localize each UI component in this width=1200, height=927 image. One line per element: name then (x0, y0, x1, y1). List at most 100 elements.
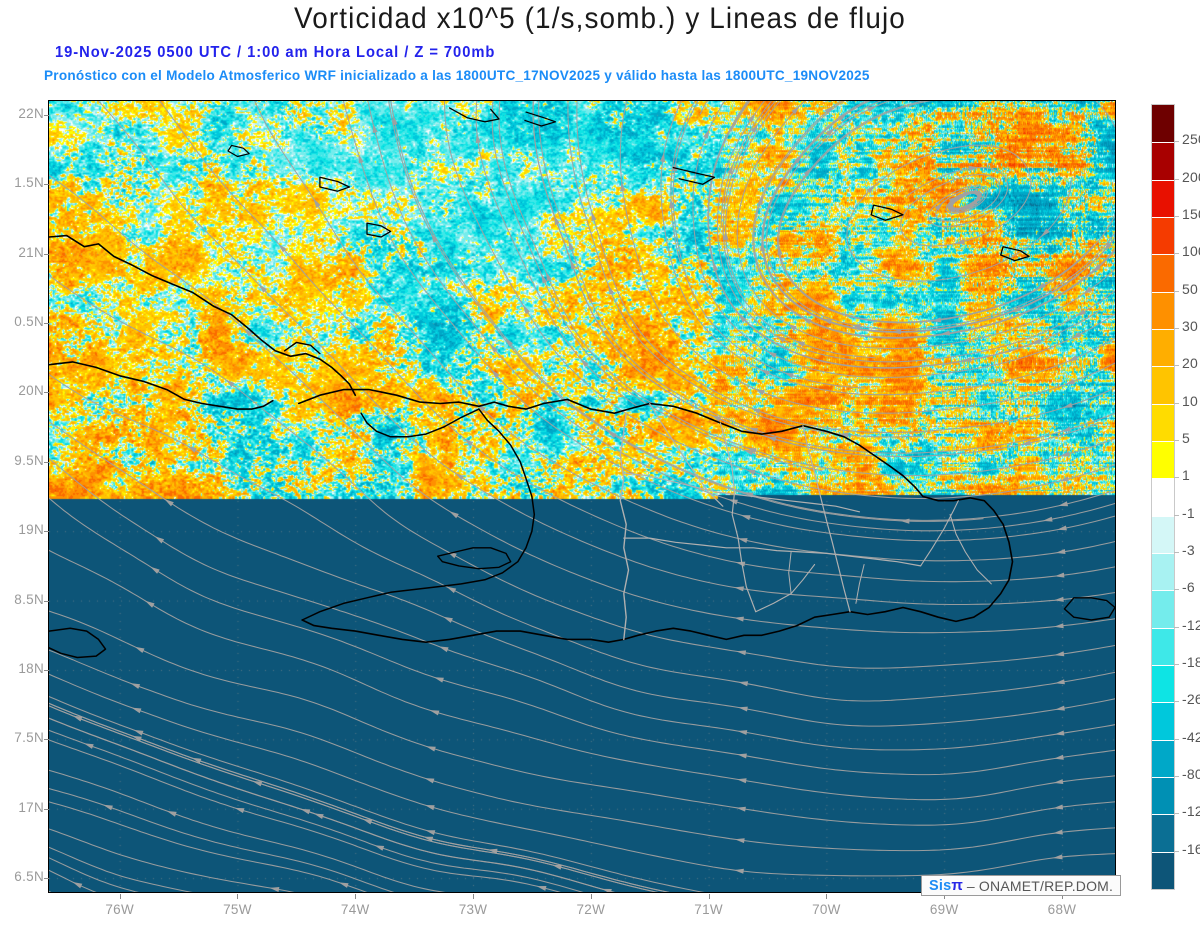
streamline-arrowhead (961, 357, 972, 362)
streamline (49, 458, 1115, 751)
coastline-path (672, 166, 716, 185)
streamline-arrowhead (737, 753, 747, 759)
colorbar-tick-mark (1174, 738, 1179, 740)
x-axis-tick-label: 74W (340, 902, 370, 917)
streamline-arrowhead (541, 273, 548, 284)
streamline-arrowhead (734, 586, 744, 592)
streamline-arrowhead (711, 415, 722, 422)
coastline-path (49, 361, 274, 410)
colorbar-tick-label: -42 (1182, 728, 1200, 745)
streamline-arrowhead (795, 340, 806, 347)
streamline (532, 101, 848, 454)
streamline (254, 101, 1115, 562)
coastline-path (301, 408, 536, 621)
colorbar-tick-mark (1174, 328, 1179, 329)
streamline (49, 174, 1115, 634)
streamline-arrowhead (743, 449, 754, 456)
colorbar-band (1152, 254, 1174, 293)
streamline-arrowhead (164, 499, 174, 507)
colorbar-tick-mark (1174, 178, 1179, 180)
attribution-badge: Sis π – ONAMET/REP.DOM. (921, 875, 1122, 896)
x-axis-tick-mark (473, 894, 475, 899)
streamline-arrowhead (425, 746, 436, 752)
streamline-arrowhead (608, 285, 615, 295)
streamline-arrowhead (372, 123, 378, 134)
coastline-path (870, 204, 904, 221)
streamline-arrowhead (130, 683, 141, 689)
streamline-arrowhead (803, 167, 812, 177)
streamline (49, 739, 561, 892)
administrative-border-path (802, 425, 851, 613)
y-axis-tick-mark (44, 461, 49, 463)
coastline-path (1000, 246, 1030, 262)
streamline (753, 101, 1115, 339)
streamline-arrowhead (103, 804, 113, 811)
page-title: Vorticidad x10^5 (1/s,somb.) y Lineas de… (294, 2, 906, 35)
streamline-arrowhead (791, 105, 800, 115)
x-axis-tick-mark (590, 894, 592, 899)
streamline (159, 101, 1115, 583)
streamline-arrowhead (243, 328, 253, 337)
colorbar-band-divider (1152, 217, 1174, 218)
streamline-arrowhead (83, 743, 94, 749)
colorbar-legend (1151, 104, 1175, 890)
streamline-arrowhead (313, 813, 324, 819)
streamline-arrowhead (234, 807, 245, 814)
colorbar-tick-mark (1174, 141, 1179, 143)
streamline (576, 101, 1115, 434)
streamline-arrowhead (866, 184, 876, 194)
streamline (720, 101, 773, 228)
streamline-arrowhead (1059, 476, 1069, 482)
colorbar-tick-mark (1174, 850, 1179, 852)
colorbar-band-divider (1152, 814, 1174, 816)
streamline-arrowhead (522, 304, 530, 315)
streamline-arrowhead (505, 337, 514, 347)
streamline-arrowhead (1054, 651, 1065, 657)
coastline-path (366, 222, 392, 238)
streamline (49, 673, 1115, 877)
streamline (716, 101, 1115, 363)
streamline-arrowhead (961, 203, 972, 209)
streamline-arrowhead (1092, 264, 1101, 273)
streamline-arrowhead (1042, 516, 1053, 522)
streamline (498, 101, 1115, 477)
x-axis-tick-label: 73W (458, 902, 488, 917)
streamline-arrowhead (1053, 754, 1064, 760)
streamline-arrowhead (392, 115, 398, 126)
streamline (49, 695, 1115, 892)
streamline (777, 101, 1115, 324)
streamline-arrowhead (191, 757, 202, 764)
colorbar-tick-mark (1174, 664, 1179, 665)
streamline-arrowhead (1055, 679, 1065, 685)
streamline-arrowhead (1052, 854, 1063, 860)
streamline-arrowhead (736, 778, 747, 784)
streamline-arrowhead (464, 438, 474, 447)
x-axis-tick-label: 71W (694, 902, 723, 917)
streamline-arrowhead (134, 646, 145, 653)
y-axis-tick-label: 19N (18, 522, 44, 538)
streamline-arrowhead (1021, 440, 1031, 446)
streamline-arrowhead (748, 427, 759, 433)
colorbar-band-divider (1152, 553, 1174, 554)
colorbar-tick-mark (1174, 440, 1179, 441)
streamline-arrowhead (607, 431, 617, 439)
colorbar-band-divider (1152, 777, 1174, 778)
streamline (342, 101, 1115, 542)
streamline-arrowhead (760, 369, 770, 376)
streamline-arrowhead (313, 198, 321, 208)
coastline-path (1063, 597, 1115, 621)
streamline-arrowhead (838, 432, 849, 438)
streamline-layer (49, 101, 1115, 892)
streamline-arrowhead (734, 616, 744, 622)
coastline-path (623, 495, 1014, 641)
colorbar-band (1152, 553, 1174, 591)
streamline-arrowhead (968, 165, 979, 171)
streamline-arrowhead (133, 729, 144, 736)
streamline-arrowhead (775, 335, 786, 343)
streamline-arrowhead (443, 616, 453, 623)
coastline-path (360, 408, 480, 438)
y-axis-tick-label: 9.5N (14, 452, 44, 468)
streamline (49, 274, 1115, 669)
streamline-arrowhead (1053, 804, 1064, 810)
x-axis-tick-mark (708, 894, 710, 899)
